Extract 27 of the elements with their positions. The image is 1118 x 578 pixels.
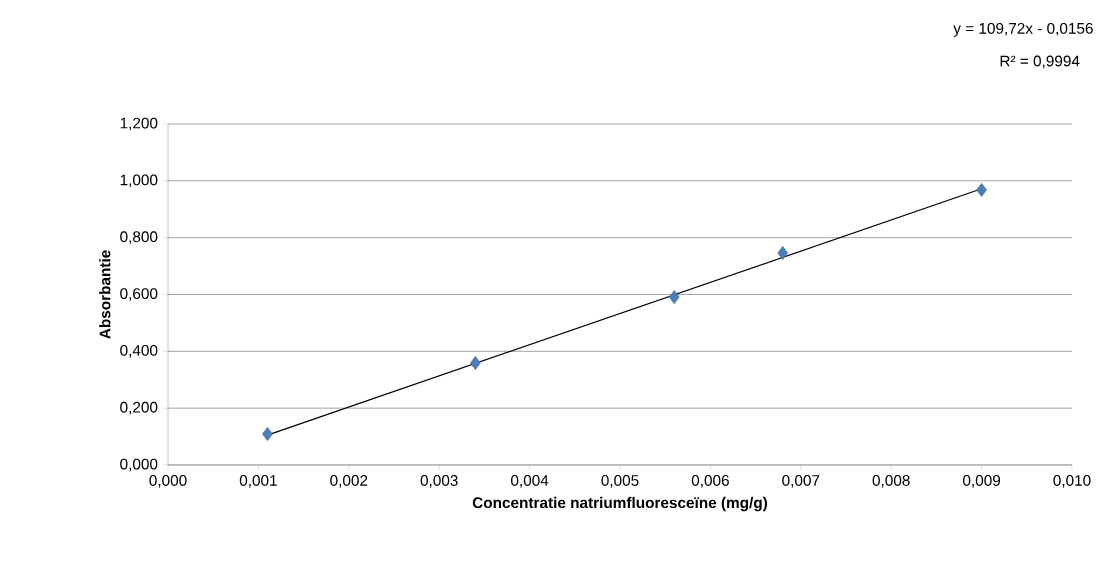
y-tick-label: 1,000 bbox=[120, 174, 158, 188]
x-tick-label: 0,010 bbox=[1053, 475, 1091, 488]
x-tick-label: 0,002 bbox=[330, 475, 368, 488]
x-tick-label: 0,005 bbox=[601, 475, 639, 488]
x-tick-label: 0,001 bbox=[239, 475, 277, 488]
y-tick-label: 1,200 bbox=[120, 117, 158, 131]
y-tick-label: 0,800 bbox=[120, 231, 158, 244]
x-tick-label: 0,009 bbox=[963, 475, 1001, 488]
x-axis-title: Concentratie natriumfluoresceïne (mg/g) bbox=[472, 496, 768, 512]
y-tick-label: 0,200 bbox=[120, 401, 158, 415]
x-tick-label: 0,006 bbox=[691, 475, 729, 488]
x-tick-label: 0,008 bbox=[872, 475, 910, 488]
x-tick-label: 0,004 bbox=[511, 475, 549, 488]
x-tick-label: 0,003 bbox=[420, 475, 458, 488]
text: y = 109,72x - 0,0156 bbox=[953, 22, 1093, 37]
y-tick-label: 0,000 bbox=[120, 458, 158, 472]
point bbox=[976, 182, 987, 197]
point bbox=[668, 290, 680, 304]
x-tick-label: 0,007 bbox=[782, 475, 820, 488]
point bbox=[777, 246, 788, 260]
x-tick-label: 0,000 bbox=[149, 475, 187, 488]
y-tick-label: 0,600 bbox=[120, 288, 158, 301]
text: R² = 0,9994 bbox=[1000, 55, 1080, 69]
point bbox=[262, 427, 273, 441]
y-tick-label: 0,400 bbox=[120, 344, 158, 358]
point bbox=[470, 356, 481, 370]
y-axis-title: Absorbantie bbox=[99, 250, 111, 339]
